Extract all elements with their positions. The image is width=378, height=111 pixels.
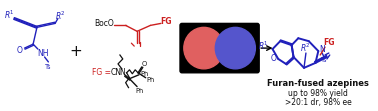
Text: $R^1$: $R^1$ (257, 40, 268, 52)
Text: Ts: Ts (45, 64, 52, 70)
Text: FG: FG (323, 38, 335, 47)
Text: up to 98% yield: up to 98% yield (288, 89, 348, 98)
Circle shape (215, 27, 256, 69)
Text: +: + (70, 44, 82, 59)
Text: Ph: Ph (141, 71, 149, 77)
Text: N: N (119, 68, 125, 77)
Text: N: N (319, 45, 325, 54)
Text: O: O (271, 55, 276, 63)
Circle shape (184, 27, 224, 69)
Text: Ts: Ts (321, 57, 327, 63)
Text: FG =: FG = (92, 68, 111, 77)
Text: BocO: BocO (94, 19, 114, 28)
Text: Ph: Ph (136, 88, 144, 94)
Text: $R^2$: $R^2$ (301, 42, 311, 54)
Text: O: O (141, 61, 146, 67)
Text: FG: FG (160, 17, 172, 26)
Text: Ph: Ph (146, 77, 155, 83)
Text: O: O (17, 46, 23, 55)
Text: Au: Au (228, 43, 243, 53)
Text: >20:1 dr, 98% ee: >20:1 dr, 98% ee (285, 98, 352, 107)
Text: $R^1$: $R^1$ (4, 8, 15, 21)
Text: CN: CN (111, 68, 122, 77)
Text: $R^2$: $R^2$ (55, 9, 66, 22)
FancyBboxPatch shape (180, 23, 259, 73)
Text: Pd: Pd (196, 43, 211, 53)
Text: Furan-fused azepines: Furan-fused azepines (267, 79, 369, 88)
Text: NH: NH (37, 49, 48, 57)
